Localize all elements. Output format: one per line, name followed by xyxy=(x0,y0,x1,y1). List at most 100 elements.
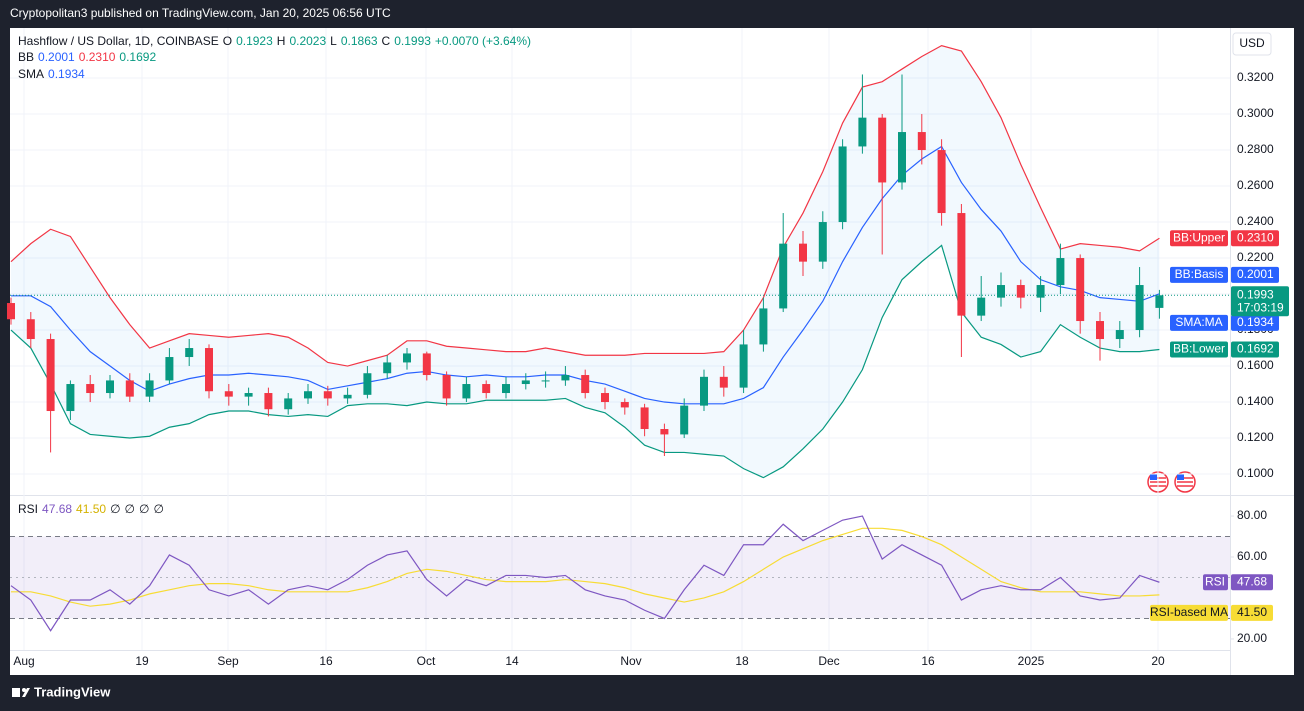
rsi-tag-value: 47.68 xyxy=(1237,574,1267,588)
legend-item: O xyxy=(223,34,232,48)
y-tick-label: 0.1000 xyxy=(1237,466,1274,480)
legend-item: 41.50 xyxy=(76,502,106,516)
candle-body xyxy=(779,243,788,309)
currency-button[interactable] xyxy=(1232,32,1272,56)
y-tick-label: 0.1600 xyxy=(1237,358,1274,372)
candle-body xyxy=(541,380,550,382)
candle-body xyxy=(462,384,471,399)
candle-body xyxy=(620,402,629,408)
tag-name: BB:Upper xyxy=(1173,230,1225,244)
tag-value: 0.2310 xyxy=(1237,230,1274,244)
candle-body xyxy=(1036,285,1045,298)
candle-body xyxy=(66,384,75,412)
y-tick-label: 0.2800 xyxy=(1237,142,1274,156)
x-tick-label: 18 xyxy=(735,654,749,668)
candle-body xyxy=(7,303,15,320)
tag-name-bg xyxy=(1170,230,1228,247)
candle-body xyxy=(838,146,847,223)
tag-name: SMA:MA xyxy=(1175,315,1222,329)
candle-body xyxy=(1115,330,1124,340)
candle-body xyxy=(165,357,174,381)
legend-item: BB xyxy=(18,50,34,64)
legend-item: Hashflow / US Dollar, 1D, COINBASE xyxy=(18,34,219,48)
candle-body xyxy=(264,393,273,410)
x-tick-label: Dec xyxy=(818,654,839,668)
y-tick-label: 0.2400 xyxy=(1237,214,1274,228)
tag-name: BB:Lower xyxy=(1173,342,1225,356)
legend-item: 0.1993 xyxy=(394,34,431,48)
candle-body xyxy=(125,380,134,397)
legend-item: 0.1692 xyxy=(119,50,156,64)
rsi-line xyxy=(10,515,1160,632)
tradingview-logo xyxy=(12,688,30,697)
legend-item: RSI xyxy=(18,502,38,516)
legend-item: ∅ xyxy=(153,502,163,516)
candle-body xyxy=(1056,258,1065,286)
x-tick-label: 20 xyxy=(1151,654,1165,668)
candle-body xyxy=(1096,321,1104,340)
tag-value-bg xyxy=(1231,314,1279,331)
legend-item: 0.2310 xyxy=(79,50,116,64)
chart-panel xyxy=(10,28,1294,675)
rsi-tick-label: 60.00 xyxy=(1237,549,1267,563)
legend-item: +0.0070 (+3.64%) xyxy=(435,34,531,48)
y-tick-label: 0.3200 xyxy=(1237,70,1274,84)
candle-body xyxy=(660,429,669,435)
candle-body xyxy=(185,348,194,358)
tag-name-bg xyxy=(1170,266,1228,283)
legend-item: 0.1934 xyxy=(48,67,85,81)
tag-value-bg xyxy=(1231,266,1279,283)
candle-body xyxy=(581,375,590,394)
candle-body xyxy=(700,376,708,406)
y-tick-label: 0.3000 xyxy=(1237,106,1274,120)
candle-body xyxy=(1135,285,1144,331)
rsi-tick-label: 80.00 xyxy=(1237,508,1267,522)
tag-name-bg xyxy=(1170,314,1228,331)
y-tick-label: 0.1200 xyxy=(1237,430,1274,444)
candle-body xyxy=(304,391,312,399)
tag-name: BB:Basis xyxy=(1175,267,1224,281)
rsi-tag-name-bg xyxy=(1203,574,1228,591)
candle-body xyxy=(323,391,332,399)
candle-body xyxy=(86,384,95,394)
candle-body xyxy=(957,213,966,316)
legend-item: ∅ xyxy=(125,502,135,516)
legend-item: L xyxy=(330,34,337,48)
rsi-tag-value-bg xyxy=(1231,604,1273,621)
tag-value-bg xyxy=(1231,230,1279,247)
candle-body xyxy=(759,308,768,345)
rsi-tag-name: RSI-based MA xyxy=(1150,605,1228,619)
y-tick-label: 0.1400 xyxy=(1237,394,1274,408)
x-tick-label: 19 xyxy=(135,654,149,668)
last-price-tag xyxy=(1231,286,1289,317)
candle-body xyxy=(1016,285,1025,298)
candle-body xyxy=(739,344,748,388)
x-tick-label: Nov xyxy=(620,654,641,668)
candle-body xyxy=(858,117,867,147)
tag-name-bg xyxy=(1170,341,1228,358)
flag-canton xyxy=(1177,474,1184,480)
candle-body xyxy=(997,285,1005,298)
candle-body xyxy=(403,353,411,363)
rsi-tick-label: 20.00 xyxy=(1237,631,1267,645)
candle-body xyxy=(521,380,530,385)
candle-body xyxy=(917,132,926,151)
tag-value: 0.2001 xyxy=(1237,267,1274,281)
candle-body xyxy=(680,405,689,435)
candle-body xyxy=(898,132,906,183)
tag-value: 0.1692 xyxy=(1237,342,1274,356)
plot: 0.10000.12000.14000.16000.18000.20000.22… xyxy=(7,28,1289,668)
last-price-label: 0.1993 xyxy=(1237,287,1274,301)
x-tick-label: 16 xyxy=(921,654,935,668)
countdown: 17:03:19 xyxy=(1237,300,1284,314)
candle-body xyxy=(205,348,213,392)
tag-value: 0.1934 xyxy=(1237,315,1274,329)
rsi-tag-value-bg xyxy=(1231,574,1273,591)
rsi-band xyxy=(10,536,1230,619)
candle-body xyxy=(383,362,392,374)
candle-body xyxy=(1076,258,1085,322)
candle-body xyxy=(878,117,887,183)
legend-item: ∅ xyxy=(110,502,120,516)
rsi-tag-name: RSI xyxy=(1205,574,1225,588)
